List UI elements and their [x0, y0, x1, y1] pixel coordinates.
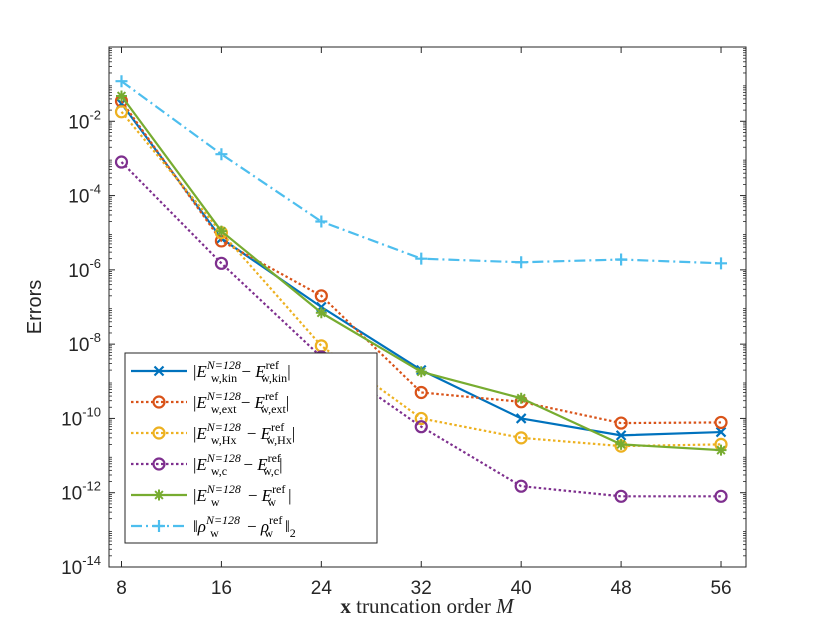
series-6-point	[715, 257, 728, 270]
y-tick-label: 10-8	[68, 330, 101, 356]
legend: |EN=128 w,kin − Eref w,kin| |EN=128 w,ext − …	[124, 352, 378, 544]
series-6-point	[115, 75, 128, 88]
series-5-point	[215, 225, 227, 237]
series-4-line	[120, 161, 722, 498]
legend-entry-2: |EN=128 w,ext − Eref w,ext|	[131, 389, 289, 416]
x-tick-label: 48	[611, 578, 632, 599]
legend-entry-1: |EN=128 w,kin − Eref w,kin|	[131, 358, 291, 385]
legend-entry-3: |EN=128 w,Hx − Eref w,Hx|	[131, 420, 295, 447]
series-4-point	[614, 489, 628, 503]
series-4-point	[114, 155, 129, 169]
series-1-point	[715, 426, 727, 438]
series-2-line	[120, 100, 722, 425]
series-4-point	[414, 420, 428, 434]
series-3-point	[114, 105, 129, 119]
x-tick-label: 56	[710, 578, 731, 599]
series-6	[115, 75, 728, 270]
legend-entry-4: |EN=128 w,c − Eref w,c|	[131, 451, 283, 478]
y-axis: 10-2 10-4 10-6 10-8 10-10 10-12 10-14	[61, 48, 746, 579]
y-tick-label: 10-4	[68, 182, 101, 208]
series-6-point	[215, 148, 228, 161]
plot-area	[114, 75, 728, 503]
axes-box	[108, 46, 747, 568]
x-tick-label: 16	[211, 578, 232, 599]
y-tick-label: 10-12	[61, 479, 101, 505]
x-axis-label: x truncation order M	[340, 594, 515, 618]
legend-label: |EN=128 w − Eref w |	[193, 482, 291, 509]
series-4-point	[214, 256, 229, 270]
series-2-point	[314, 289, 328, 303]
series-4-point	[514, 479, 528, 493]
x-axis: 8 16 24 32 40 48 56	[116, 47, 732, 599]
x-tick-label: 32	[411, 578, 432, 599]
y-tick-label: 10-6	[68, 256, 101, 282]
legend-marker	[153, 489, 165, 501]
x-tick-label: 24	[311, 578, 333, 599]
series-5-point	[315, 307, 327, 319]
x-tick-label: 8	[116, 578, 127, 599]
legend-label: |EN=128 w,c − Eref w,c|	[193, 451, 283, 478]
series-5	[115, 90, 727, 456]
x-axis-label-bold: x	[340, 594, 351, 618]
legend-entry-6: ‖ρN=128 w − ρref w ‖2	[131, 513, 296, 540]
series-3-point	[414, 411, 428, 426]
series-2-point	[414, 385, 428, 400]
series-2-point	[614, 416, 628, 430]
x-tick-label: 40	[511, 578, 532, 599]
series-1-point	[515, 413, 527, 424]
x-axis-label-text: truncation order	[351, 594, 496, 618]
series-2-point	[714, 415, 728, 430]
series-5-point	[515, 392, 527, 404]
legend-marker	[153, 365, 165, 377]
x-axis-label-italic: M	[495, 594, 515, 618]
series-4-point	[714, 489, 728, 503]
legend-label: |EN=128 w,Hx − Eref w,Hx|	[193, 420, 295, 447]
series-4	[114, 155, 728, 503]
y-axis-label: Errors	[24, 280, 46, 334]
legend-marker	[152, 395, 166, 409]
series-3-point	[514, 431, 528, 445]
legend-marker	[152, 457, 166, 471]
series-5-point	[615, 438, 627, 450]
series-5-point	[115, 90, 127, 102]
legend-marker	[153, 520, 165, 532]
legend-entry-5: |EN=128 w − Eref w |	[131, 482, 291, 509]
series-6-point	[615, 253, 628, 266]
series-5-point	[715, 444, 727, 456]
y-tick-label: 10-2	[68, 107, 101, 133]
series-6-point	[515, 256, 528, 269]
legend-box	[124, 352, 378, 544]
series-6-point	[415, 252, 428, 265]
y-tick-label: 10-14	[61, 553, 101, 579]
legend-label: |EN=128 w,kin − Eref w,kin|	[193, 358, 291, 385]
legend-label: |EN=128 w,ext − Eref w,ext|	[193, 389, 289, 416]
series-5-point	[415, 366, 427, 378]
series-6-point	[315, 215, 328, 228]
legend-label: ‖ρN=128 w − ρref w ‖2	[193, 513, 296, 540]
legend-marker	[152, 426, 166, 440]
series-1-point	[615, 430, 627, 441]
y-tick-label: 10-10	[61, 404, 101, 430]
